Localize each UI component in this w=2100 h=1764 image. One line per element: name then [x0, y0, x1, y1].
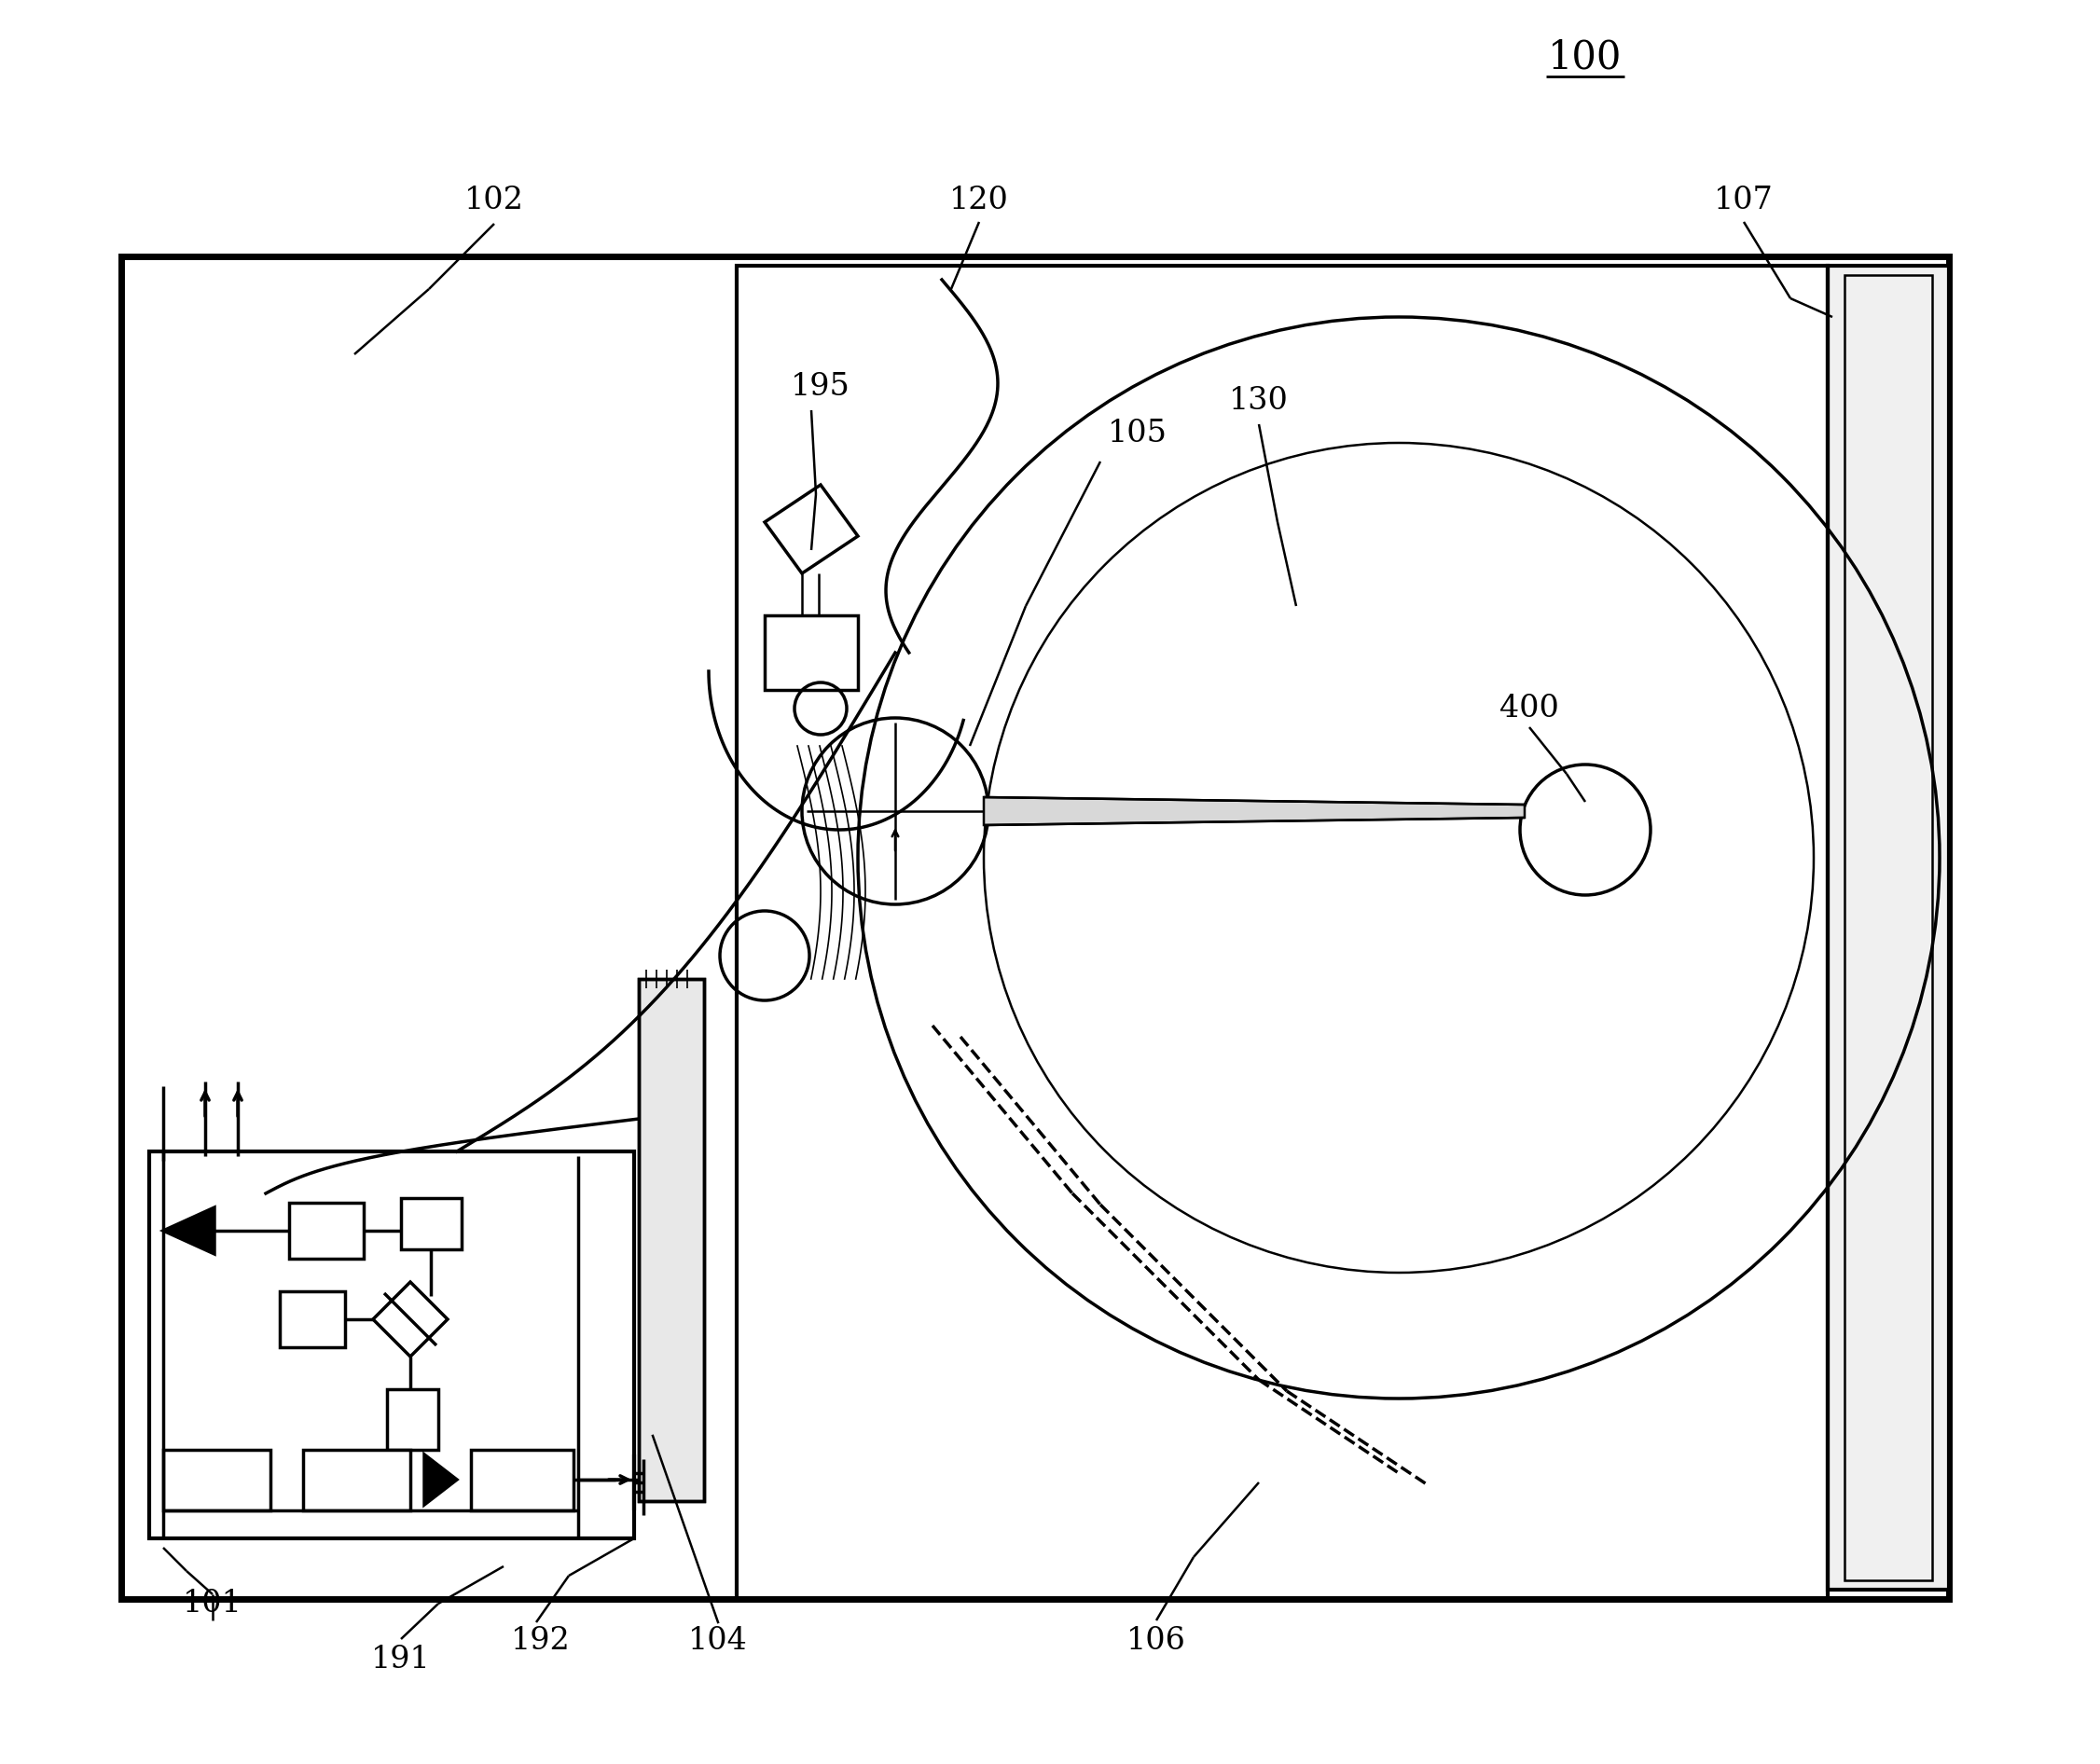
- Text: 100: 100: [1548, 39, 1623, 78]
- Text: 120: 120: [949, 185, 1008, 215]
- Bar: [279, 1291, 344, 1348]
- Text: 105: 105: [1109, 418, 1168, 448]
- Polygon shape: [983, 797, 1525, 826]
- Bar: [470, 1450, 573, 1510]
- Bar: [401, 1198, 462, 1249]
- Bar: [737, 266, 1827, 1598]
- Bar: [122, 256, 1949, 1598]
- Text: 130: 130: [1228, 386, 1289, 416]
- Bar: [1827, 266, 1949, 1589]
- Polygon shape: [764, 485, 859, 573]
- Text: 400: 400: [1499, 693, 1558, 723]
- Text: 192: 192: [510, 1626, 571, 1656]
- Text: 101: 101: [183, 1589, 242, 1619]
- Text: 191: 191: [372, 1644, 430, 1674]
- Text: 102: 102: [464, 185, 525, 215]
- Bar: [764, 616, 859, 690]
- Polygon shape: [424, 1455, 458, 1505]
- Polygon shape: [374, 1282, 447, 1357]
- Text: 106: 106: [1126, 1626, 1186, 1656]
- Text: 104: 104: [689, 1626, 748, 1656]
- Bar: [386, 1390, 439, 1450]
- Bar: [638, 979, 704, 1501]
- Bar: [638, 979, 704, 1501]
- Bar: [164, 1450, 271, 1510]
- Bar: [302, 1450, 410, 1510]
- Bar: [1844, 275, 1932, 1581]
- Bar: [290, 1203, 363, 1259]
- Polygon shape: [164, 1207, 214, 1254]
- Text: 107: 107: [1714, 185, 1774, 215]
- Bar: [149, 1152, 634, 1538]
- Text: 195: 195: [792, 372, 851, 402]
